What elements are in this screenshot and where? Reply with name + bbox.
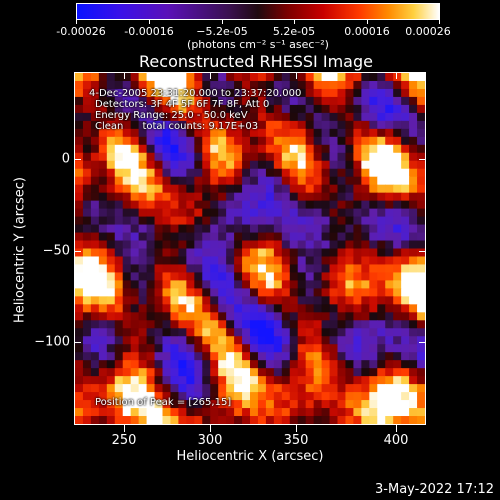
peak-position-text: Position of Peak = [265,15] bbox=[95, 397, 232, 408]
colorbar-tick bbox=[439, 20, 440, 24]
x-tick-label: 250 bbox=[111, 433, 137, 448]
x-tick-label: 350 bbox=[283, 433, 309, 448]
plot-title: Reconstructed RHESSI Image bbox=[139, 52, 373, 71]
x-tick-label: 400 bbox=[383, 433, 409, 448]
y-tick bbox=[419, 159, 426, 160]
heatmap-image bbox=[75, 73, 425, 424]
colorbar-tick-label: 0.00026 bbox=[405, 25, 451, 38]
image-plot: 4-Dec-2005 23:31:20.000 to 23:37:20.000 … bbox=[74, 72, 426, 425]
colorbar-tick-label: -0.00026 bbox=[56, 25, 106, 38]
x-tick bbox=[396, 425, 397, 432]
colorbar-units-label: (photons cm⁻² s⁻¹ asec⁻²) bbox=[187, 38, 329, 51]
clean-counts-text: Clean total counts: 9.17E+03 bbox=[95, 121, 259, 132]
y-tick bbox=[419, 251, 426, 252]
y-tick-label: 0 bbox=[61, 151, 70, 167]
x-tick bbox=[210, 72, 211, 79]
x-axis-title: Heliocentric X (arcsec) bbox=[176, 449, 324, 464]
y-tick bbox=[419, 342, 426, 343]
x-tick bbox=[296, 72, 297, 79]
x-tick bbox=[124, 425, 125, 432]
colorbar-tick bbox=[149, 20, 150, 24]
colorbar-tick bbox=[294, 20, 295, 24]
time-range-text: 4-Dec-2005 23:31:20.000 to 23:37:20.000 bbox=[89, 88, 302, 99]
y-tick-label: −50 bbox=[42, 243, 70, 259]
y-tick bbox=[74, 251, 81, 252]
colorbar-tick bbox=[76, 20, 77, 24]
plot-date-stamp: 3-May-2022 17:12 bbox=[375, 482, 494, 497]
colorbar-tick-label: 0.00016 bbox=[344, 25, 390, 38]
colorbar-tick bbox=[367, 20, 368, 24]
detectors-text: Detectors: 3F 4F 5F 6F 7F 8F, Att 0 bbox=[95, 99, 270, 110]
x-tick bbox=[210, 425, 211, 432]
x-tick bbox=[124, 72, 125, 79]
energy-range-text: Energy Range: 25.0 - 50.0 keV bbox=[95, 110, 248, 121]
x-tick-label: 300 bbox=[197, 433, 223, 448]
y-tick-label: −100 bbox=[34, 334, 70, 350]
y-axis-title: Heliocentric Y (arcsec) bbox=[12, 177, 28, 323]
y-tick bbox=[74, 342, 81, 343]
colorbar-tick bbox=[222, 20, 223, 24]
x-tick bbox=[396, 72, 397, 79]
colorbar-tick-label: 5.2e-05 bbox=[272, 25, 316, 38]
colorbar bbox=[76, 3, 440, 20]
y-tick bbox=[74, 159, 81, 160]
colorbar-tick-label: -0.00016 bbox=[124, 25, 174, 38]
x-tick bbox=[296, 425, 297, 432]
colorbar-tick-label: −5.2e-05 bbox=[196, 25, 248, 38]
